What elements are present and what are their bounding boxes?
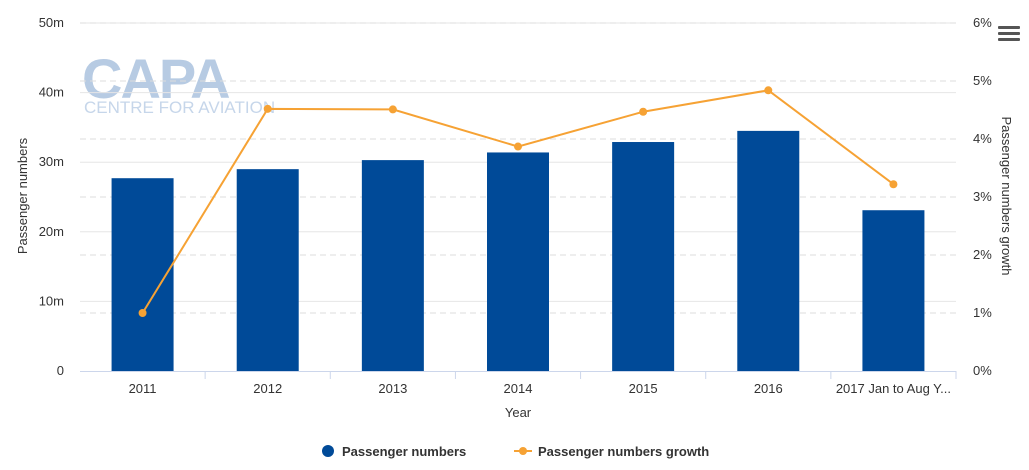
y-tick-label: 40m — [39, 85, 64, 100]
legend-item-passenger-numbers[interactable]: Passenger numbers — [322, 444, 466, 459]
bar-2015 — [612, 142, 675, 371]
y2-axis-title: Passenger numbers growth — [999, 117, 1014, 276]
left-y-axis: 0 10m 20m 30m 40m 50m — [39, 15, 64, 378]
y2-tick-label: 5% — [973, 73, 992, 88]
line-points — [138, 86, 898, 317]
bar-2017 — [862, 210, 925, 371]
y-tick-label: 50m — [39, 15, 64, 30]
legend-item-growth[interactable]: Passenger numbers growth — [514, 444, 709, 459]
hamburger-menu-icon[interactable] — [998, 24, 1020, 44]
y2-tick-label: 2% — [973, 247, 992, 262]
legend[interactable]: Passenger numbers Passenger numbers growt… — [322, 444, 709, 459]
bar-2011 — [111, 178, 174, 371]
y-axis-title: Passenger numbers — [15, 137, 30, 254]
y2-tick-label: 6% — [973, 15, 992, 30]
x-tick-label: 2015 — [629, 381, 658, 396]
y2-tick-label: 4% — [973, 131, 992, 146]
growth-point-2015 — [639, 107, 648, 116]
growth-point-2017 — [889, 180, 898, 189]
growth-point-2011 — [138, 309, 147, 317]
legend-label: Passenger numbers growth — [538, 444, 709, 459]
y-tick-label: 20m — [39, 224, 64, 239]
bar-2016 — [737, 130, 800, 371]
y-tick-label: 30m — [39, 154, 64, 169]
x-tick-label: 2013 — [378, 381, 407, 396]
x-axis-title: Year — [505, 405, 532, 420]
legend-bar-marker — [322, 445, 334, 457]
right-y-axis: 0% 1% 2% 3% 4% 5% 6% — [973, 15, 992, 378]
x-tick-label: 2017 Jan to Aug Y... — [836, 381, 951, 396]
bar-2012 — [236, 169, 299, 371]
bar-series — [111, 130, 925, 371]
growth-point-2013 — [388, 105, 397, 114]
watermark-tagline: CENTRE FOR AVIATION — [84, 98, 275, 117]
watermark-brand: CAPA — [82, 47, 229, 110]
capa-watermark-logo: CAPA CENTRE FOR AVIATION — [82, 47, 275, 117]
y2-tick-label: 1% — [973, 305, 992, 320]
y2-tick-label: 0% — [973, 363, 992, 378]
bar-2013 — [361, 160, 424, 371]
x-axis: 2011 2012 2013 2014 2015 2016 2017 Jan to Aug … — [80, 371, 957, 396]
x-tick-label: 2016 — [754, 381, 783, 396]
legend-point-marker — [519, 447, 527, 455]
bar-2014 — [487, 152, 549, 371]
growth-point-2014 — [514, 142, 522, 151]
growth-point-2016 — [764, 86, 773, 95]
y2-tick-label: 3% — [973, 189, 992, 204]
x-tick-label: 2011 — [129, 381, 157, 396]
x-tick-label: 2012 — [253, 381, 282, 396]
x-tick-label: 2014 — [504, 381, 533, 396]
legend-label: Passenger numbers — [342, 444, 466, 459]
y-tick-label: 0 — [57, 363, 64, 378]
growth-point-2012 — [263, 104, 272, 113]
y-tick-label: 10m — [39, 293, 64, 308]
